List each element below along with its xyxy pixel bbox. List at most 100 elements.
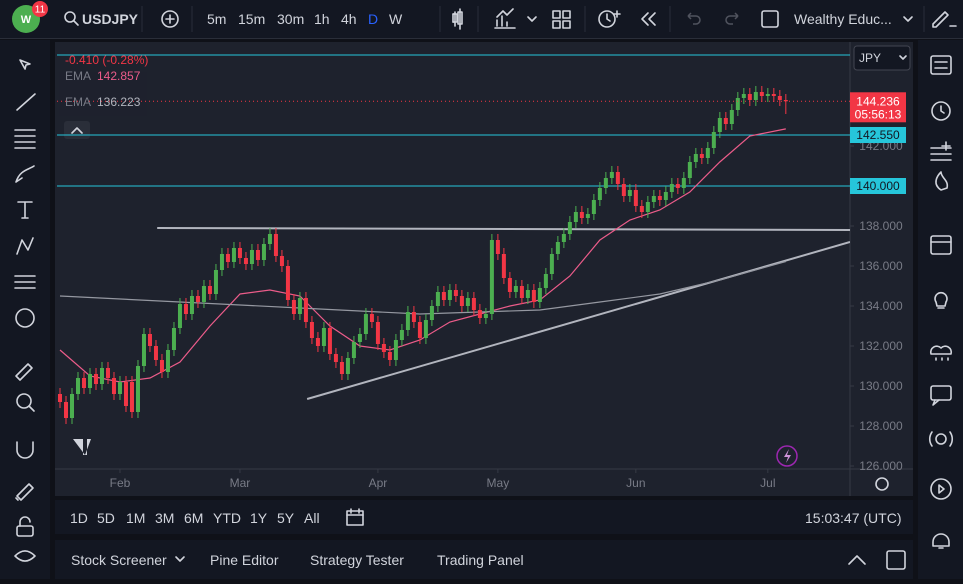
replay-trade-icon[interactable] xyxy=(930,478,952,500)
candle-body xyxy=(279,256,284,266)
candle-body xyxy=(657,196,662,200)
replay-icon[interactable] xyxy=(641,12,656,26)
interval-button[interactable]: 5m xyxy=(207,11,227,27)
text-tool[interactable] xyxy=(17,201,33,219)
range-button[interactable]: 5Y xyxy=(277,510,295,526)
replay-trade-icon xyxy=(938,484,945,494)
dropdown-caret[interactable] xyxy=(173,553,187,565)
range-button[interactable]: 6M xyxy=(184,510,204,526)
clock[interactable]: 15:03:47 (UTC) xyxy=(805,510,902,526)
streams-icon[interactable] xyxy=(929,345,953,361)
level-label-bg xyxy=(850,178,906,194)
alert-icon[interactable] xyxy=(598,10,616,28)
notifications-icon[interactable] xyxy=(932,533,950,549)
currency-button[interactable] xyxy=(853,45,911,71)
candle-body xyxy=(195,296,200,302)
interval-button[interactable]: W xyxy=(389,11,403,27)
icon-tool[interactable] xyxy=(15,308,35,328)
panel-tab[interactable]: Stock Screener xyxy=(71,552,167,568)
candle-body xyxy=(651,196,656,202)
measure-tool[interactable] xyxy=(15,363,33,381)
layout-name[interactable]: Wealthy Educ... xyxy=(794,11,892,27)
date-range-icon[interactable] xyxy=(343,506,369,528)
countdown: 05:56:13 xyxy=(855,107,902,121)
interval-button[interactable]: 30m xyxy=(277,11,305,27)
data-window-icon[interactable] xyxy=(930,141,952,161)
x-tick-label: Mar xyxy=(230,476,251,490)
settings-icon[interactable] xyxy=(875,477,889,491)
range-button[interactable]: YTD xyxy=(213,510,241,526)
panel-tab[interactable]: Trading Panel xyxy=(437,552,524,568)
range-button[interactable]: 3M xyxy=(155,510,175,526)
hide-tool[interactable] xyxy=(14,550,36,562)
chats-icon[interactable] xyxy=(930,385,952,401)
search-icon[interactable] xyxy=(64,11,76,23)
interval-button[interactable]: 4h xyxy=(341,11,357,27)
line-tool[interactable] xyxy=(16,93,36,111)
hotlists-icon[interactable] xyxy=(935,171,949,191)
candle-body xyxy=(381,344,386,352)
range-button[interactable]: 1M xyxy=(126,510,146,526)
pattern-tool[interactable] xyxy=(16,237,34,255)
candle-body xyxy=(207,286,212,294)
candle-body xyxy=(483,314,488,318)
collapse-legend[interactable] xyxy=(64,121,90,139)
candle-body xyxy=(69,394,74,418)
candle-type-icon[interactable] xyxy=(452,8,461,30)
range-button[interactable]: 1Y xyxy=(250,510,268,526)
candle-body xyxy=(501,254,506,278)
maximize-panel[interactable] xyxy=(886,550,906,570)
symbol[interactable]: USDJPY xyxy=(82,11,139,27)
calendar-icon[interactable] xyxy=(930,235,952,255)
add-symbol[interactable] xyxy=(161,10,179,28)
interval-button[interactable]: D xyxy=(368,11,379,27)
zoom-tool[interactable] xyxy=(16,393,32,409)
ideas-icon[interactable] xyxy=(934,291,948,309)
fib-tool[interactable] xyxy=(14,129,36,149)
stay-drawing-tool[interactable] xyxy=(15,483,34,501)
range-button[interactable]: 5D xyxy=(97,510,115,526)
panel-tab[interactable]: Pine Editor xyxy=(210,552,279,568)
magnet-tool[interactable] xyxy=(16,441,34,459)
prediction-tool[interactable] xyxy=(14,275,36,289)
brush-tool[interactable] xyxy=(15,165,35,183)
candle-body xyxy=(765,94,770,96)
dropdown-caret[interactable] xyxy=(527,16,537,22)
candle-body xyxy=(405,312,410,330)
cursor-tool[interactable] xyxy=(19,59,31,70)
candle-body xyxy=(747,94,752,100)
candle-body xyxy=(465,298,470,306)
alerts-icon[interactable] xyxy=(931,101,951,121)
candle-body xyxy=(375,322,380,344)
watchlist-icon[interactable] xyxy=(930,55,952,75)
broadcast-icon[interactable] xyxy=(935,433,947,445)
ema-line xyxy=(59,128,786,383)
undo-icon[interactable] xyxy=(687,12,701,25)
interval-button[interactable]: 15m xyxy=(238,11,266,27)
indicators-icon[interactable] xyxy=(494,8,516,29)
candle-body xyxy=(753,92,758,100)
panel-tab[interactable]: Strategy Tester xyxy=(310,552,404,568)
candle-body xyxy=(639,206,644,212)
expand-panel[interactable] xyxy=(848,555,866,565)
candle-body xyxy=(495,240,500,254)
edit-icon[interactable] xyxy=(932,11,957,28)
lock-tool[interactable] xyxy=(16,525,34,537)
layout-checkbox[interactable] xyxy=(761,10,779,28)
candle-body xyxy=(735,98,740,110)
bottom-panel: Stock Screener Pine Editor Strategy Test… xyxy=(55,540,913,579)
layout-icon[interactable] xyxy=(552,10,561,19)
broadcast-icon xyxy=(928,431,954,447)
level-label: 142.550 xyxy=(856,128,900,142)
redo-icon[interactable] xyxy=(725,12,739,25)
range-button[interactable]: All xyxy=(304,510,320,526)
y-tick-label: 136.000 xyxy=(859,259,903,273)
interval-button[interactable]: 1h xyxy=(314,11,330,27)
candle-body xyxy=(627,190,632,196)
dropdown-caret[interactable] xyxy=(903,16,913,22)
range-button[interactable]: 1D xyxy=(70,510,88,526)
candle-body xyxy=(237,248,242,258)
candle-body xyxy=(411,312,416,322)
trendline xyxy=(306,241,850,400)
events-icon xyxy=(784,449,791,463)
